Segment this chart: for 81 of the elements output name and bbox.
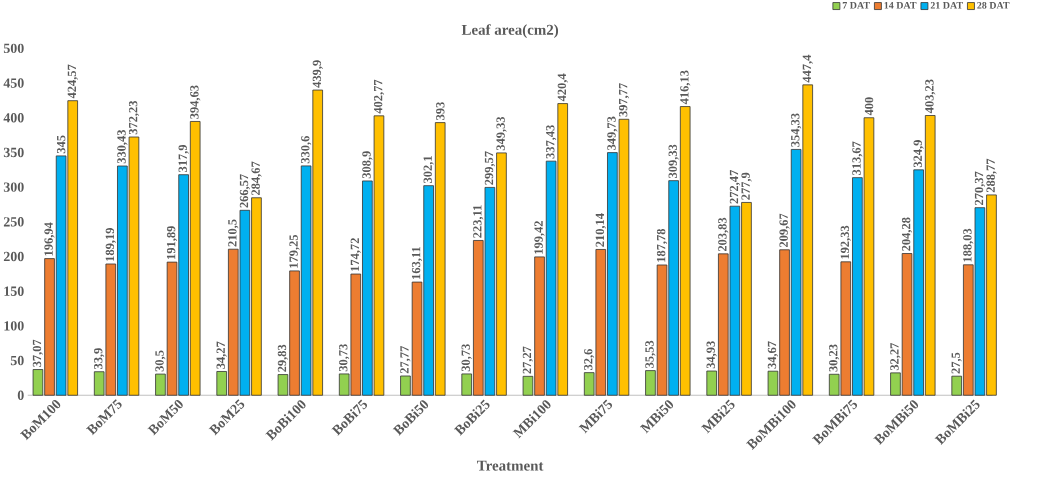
data-label: 27,27 — [522, 346, 533, 374]
data-label: 27,77 — [400, 345, 411, 374]
y-tick-label: 400 — [3, 112, 24, 123]
x-axis-title: Treatment — [477, 460, 544, 471]
data-label: 27,5 — [951, 352, 962, 374]
data-label: 29,83 — [277, 344, 288, 372]
data-label: 30,5 — [155, 350, 166, 372]
data-label: 30,73 — [339, 344, 350, 372]
data-label: 32,6 — [584, 348, 595, 370]
data-label: 33,9 — [94, 348, 105, 369]
data-label: 34,67 — [767, 341, 778, 369]
data-label: 199,42 — [534, 220, 545, 254]
y-tick-label: 200 — [3, 251, 24, 262]
data-label: 420,4 — [557, 73, 568, 102]
data-label: 270,37 — [974, 171, 985, 205]
data-label: 179,25 — [289, 234, 300, 268]
data-label: 266,57 — [239, 174, 250, 208]
data-label: 204,28 — [901, 217, 913, 251]
data-label: 34,93 — [706, 341, 717, 369]
data-label: 30,73 — [461, 344, 472, 372]
data-label: 349,73 — [607, 116, 618, 150]
data-label: 330,6 — [301, 135, 312, 164]
data-label: 32,27 — [890, 342, 901, 371]
data-label: 313,67 — [852, 141, 863, 175]
data-label: 424,57 — [67, 64, 78, 99]
data-label: 308,9 — [362, 151, 373, 179]
data-label: 349,33 — [496, 116, 507, 151]
y-tick-label: 100 — [4, 321, 24, 331]
data-label: 210,5 — [228, 219, 239, 247]
data-label: 402,77 — [373, 79, 385, 114]
data-label: 277,9 — [741, 172, 752, 200]
y-tick-label: 350 — [3, 147, 24, 158]
data-label: 317,9 — [178, 144, 189, 172]
legend-label: 21 DAT — [930, 1, 963, 9]
data-label: 192,33 — [840, 225, 851, 259]
y-tick-label: 300 — [3, 182, 24, 192]
data-label: 345 — [56, 135, 66, 154]
data-label: 330,43 — [117, 129, 128, 164]
data-label: 189,19 — [105, 227, 116, 261]
data-label: 203,83 — [718, 217, 729, 252]
legend-label: 14 DAT — [884, 1, 917, 9]
data-label: 416,13 — [680, 70, 691, 105]
legend-label: 7 DAT — [842, 1, 870, 9]
data-label: 403,23 — [925, 79, 936, 114]
y-tick-label: 250 — [3, 216, 24, 227]
data-label: 174,72 — [350, 238, 361, 271]
data-label: 196,94 — [44, 222, 55, 256]
data-label: 400 — [864, 97, 874, 116]
data-label: 210,14 — [595, 213, 606, 247]
y-tick-label: 50 — [10, 355, 24, 366]
data-label: 288,77 — [986, 158, 997, 193]
data-label: 393 — [436, 102, 445, 120]
chart-title: Leaf area(cm2) — [461, 24, 559, 38]
data-label: 397,77 — [618, 83, 630, 117]
data-label: 187,78 — [656, 228, 668, 262]
data-label: 337,43 — [546, 125, 557, 159]
y-tick-label: 0 — [17, 390, 24, 400]
data-label: 299,57 — [484, 151, 495, 185]
data-label: 30,23 — [829, 344, 840, 372]
data-label: 284,67 — [251, 161, 262, 195]
data-label: 302,1 — [423, 155, 434, 183]
y-tick-label: 500 — [3, 43, 24, 53]
data-label: 34,27 — [216, 341, 227, 369]
data-label: 191,89 — [166, 226, 178, 259]
data-label: 309,33 — [668, 144, 679, 178]
data-label: 324,9 — [913, 139, 924, 168]
data-label: 439,9 — [312, 60, 323, 88]
data-label: 188,03 — [963, 228, 974, 262]
data-label: 223,11 — [473, 205, 484, 238]
data-label: 209,67 — [779, 213, 790, 247]
data-label: 354,33 — [791, 113, 802, 147]
data-label: 163,11 — [411, 246, 423, 279]
y-tick-label: 150 — [4, 286, 24, 296]
data-label: 35,53 — [645, 340, 656, 368]
data-label: 37,07 — [32, 339, 43, 367]
data-label: 447,4 — [802, 54, 813, 83]
data-label: 272,47 — [729, 169, 740, 204]
data-label: 372,23 — [128, 100, 140, 135]
y-tick-label: 450 — [3, 78, 24, 88]
legend-label: 28 DAT — [977, 1, 1010, 9]
data-label: 394,63 — [190, 85, 201, 119]
